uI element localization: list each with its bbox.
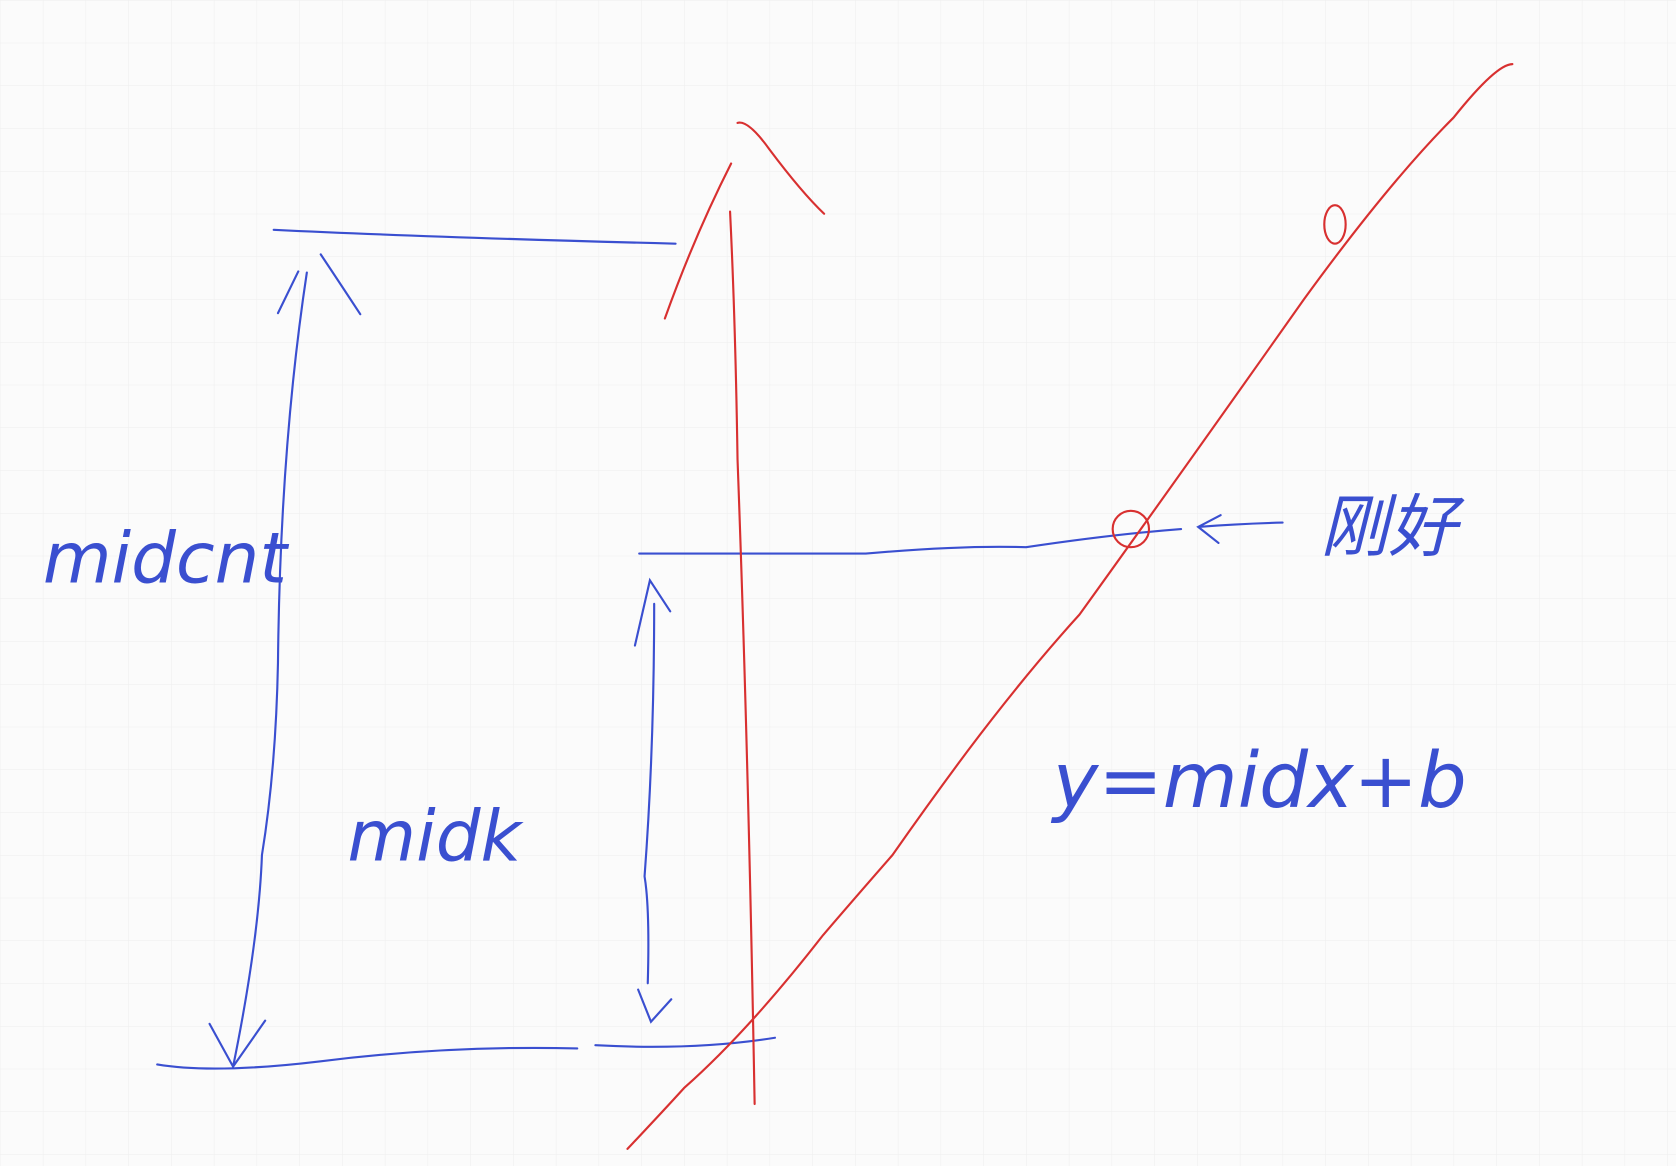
midk-label: midk	[347, 795, 524, 877]
arrow-head	[208, 1019, 267, 1069]
y-axis	[728, 210, 756, 1106]
arrow-head	[637, 988, 673, 1024]
red-line	[626, 63, 1514, 1150]
midcnt-label: midcnt	[43, 517, 290, 599]
arrow-head	[276, 253, 362, 316]
marker	[1323, 204, 1347, 245]
mid-level	[638, 527, 1183, 555]
arrow-head	[633, 577, 672, 647]
pointer-arrow	[1196, 514, 1284, 544]
note-label: 刚好	[1320, 488, 1465, 567]
midk-arrow	[643, 602, 656, 985]
y-axis-head	[663, 121, 826, 320]
intersection-mark	[1111, 509, 1151, 549]
bottom-level	[156, 1036, 777, 1070]
midcnt-arrow	[232, 271, 308, 1068]
equation-label: y=midx+b	[1051, 737, 1467, 826]
top-level	[272, 228, 677, 245]
